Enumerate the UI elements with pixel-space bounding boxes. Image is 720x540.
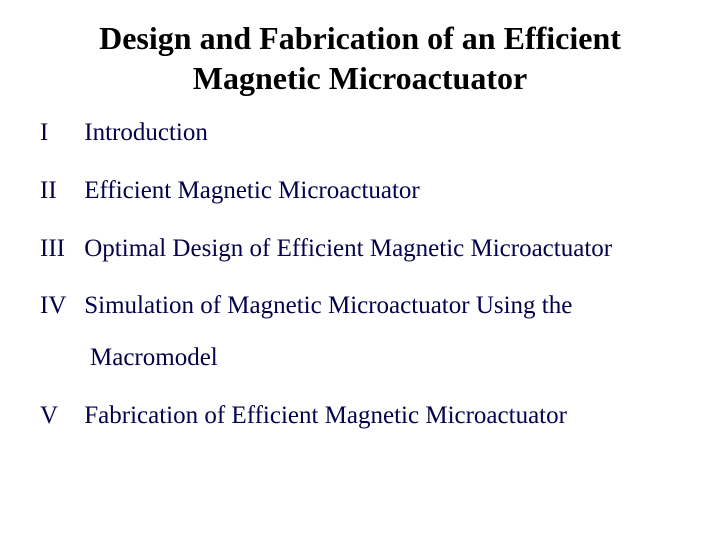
outline-text-4: Simulation of Magnetic Microactuator Usi… bbox=[84, 292, 572, 319]
page-title: Design and Fabrication of an Efficient M… bbox=[40, 18, 680, 98]
slide: Design and Fabrication of an Efficient M… bbox=[0, 0, 720, 540]
outline-text-1: Introduction bbox=[84, 119, 208, 146]
outline-num-2: II bbox=[40, 174, 78, 208]
outline-text-4-cont: Macromodel bbox=[40, 341, 680, 375]
outline-item-2: II Efficient Magnetic Microactuator bbox=[40, 174, 680, 208]
title-line-2: Magnetic Microactuator bbox=[193, 60, 527, 96]
outline-num-4: IV bbox=[40, 289, 78, 323]
outline-item-3: III Optimal Design of Efficient Magnetic… bbox=[40, 232, 680, 266]
outline-item-1: I Introduction bbox=[40, 116, 680, 150]
outline-text-5: Fabrication of Efficient Magnetic Microa… bbox=[84, 402, 567, 429]
outline-text-2: Efficient Magnetic Microactuator bbox=[84, 177, 420, 204]
outline-item-5: V Fabrication of Efficient Magnetic Micr… bbox=[40, 399, 680, 433]
title-line-1: Design and Fabrication of an Efficient bbox=[99, 20, 621, 56]
outline-num-1: I bbox=[40, 116, 78, 150]
outline-list: I Introduction II Efficient Magnetic Mic… bbox=[40, 116, 680, 433]
outline-num-5: V bbox=[40, 399, 78, 433]
outline-text-3: Optimal Design of Efficient Magnetic Mic… bbox=[84, 235, 612, 262]
outline-num-3: III bbox=[40, 232, 78, 266]
outline-item-4: IV Simulation of Magnetic Microactuator … bbox=[40, 289, 680, 375]
